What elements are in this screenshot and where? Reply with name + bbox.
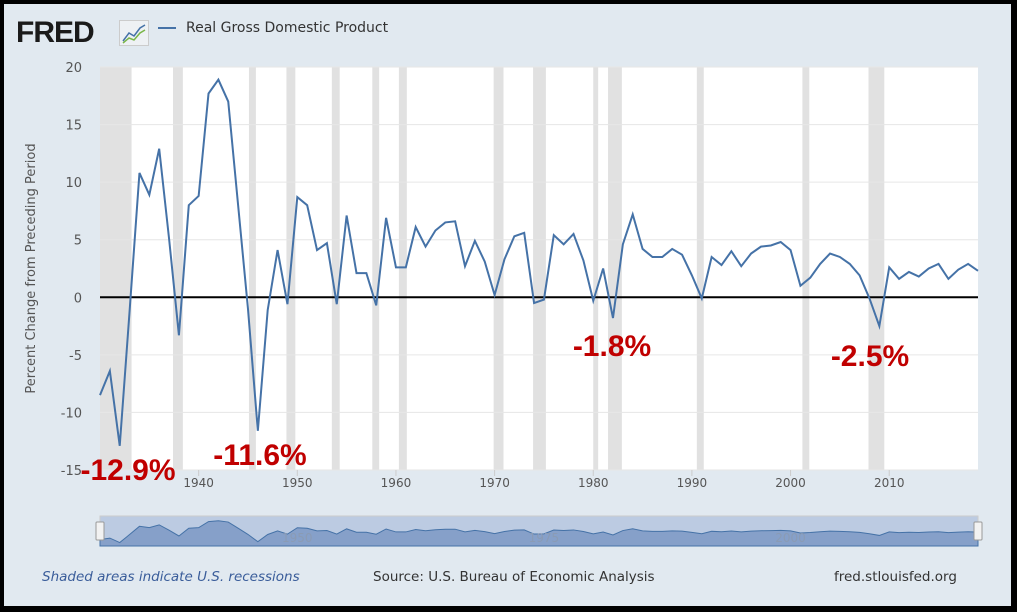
y-axis-label: Percent Change from Preceding Period bbox=[24, 143, 39, 393]
x-tick-label: 2000 bbox=[775, 476, 806, 490]
recession-band bbox=[248, 67, 256, 470]
legend-swatch bbox=[158, 27, 176, 29]
recession-band bbox=[493, 67, 504, 470]
y-tick-label: -5 bbox=[69, 349, 82, 364]
recession-band bbox=[868, 67, 885, 470]
y-tick-label: -10 bbox=[61, 406, 82, 421]
recession-band bbox=[100, 67, 132, 470]
x-tick-label: 1940 bbox=[183, 476, 214, 490]
navigator-handle-left[interactable] bbox=[95, 521, 105, 541]
navigator-label: 1950 bbox=[282, 531, 313, 545]
recession-band bbox=[533, 67, 546, 470]
recession-band bbox=[802, 67, 810, 470]
y-tick-label: 20 bbox=[65, 61, 82, 76]
navigator-series bbox=[99, 520, 979, 547]
y-tick-label: 15 bbox=[65, 119, 82, 134]
fred-logo[interactable]: FRED bbox=[16, 16, 95, 49]
recession-band bbox=[372, 67, 380, 470]
chart-logo-icon bbox=[119, 20, 149, 46]
x-tick-label: 1960 bbox=[381, 476, 412, 490]
y-tick-label: -15 bbox=[61, 464, 82, 479]
site-link[interactable]: fred.stlouisfed.org bbox=[834, 569, 957, 585]
annotation-label: -1.8% bbox=[573, 330, 651, 363]
legend-item[interactable]: Real Gross Domestic Product bbox=[158, 20, 388, 36]
x-tick-label: 1950 bbox=[282, 476, 313, 490]
recession-band bbox=[398, 67, 407, 470]
recession-band bbox=[696, 67, 704, 470]
annotation-label: -11.6% bbox=[213, 439, 306, 472]
source-text: Source: U.S. Bureau of Economic Analysis bbox=[373, 569, 655, 585]
navigator-handle-right[interactable] bbox=[973, 521, 983, 541]
legend-label: Real Gross Domestic Product bbox=[186, 20, 389, 36]
recession-band bbox=[331, 67, 340, 470]
navigator-label: 2000 bbox=[775, 531, 806, 545]
x-tick-label: 2010 bbox=[874, 476, 905, 490]
gdp-series-line bbox=[99, 77, 979, 446]
recession-band bbox=[173, 67, 183, 470]
y-tick-label: 0 bbox=[74, 291, 82, 306]
x-tick-label: 1980 bbox=[578, 476, 609, 490]
y-tick-label: 5 bbox=[74, 234, 82, 249]
annotation-label: -12.9% bbox=[80, 454, 175, 487]
y-tick-label: 10 bbox=[65, 176, 82, 191]
x-tick-label: 1970 bbox=[479, 476, 510, 490]
recession-band bbox=[593, 67, 599, 470]
navigator-label: 1975 bbox=[529, 531, 560, 545]
annotation-label: -2.5% bbox=[831, 340, 909, 373]
recession-note: Shaded areas indicate U.S. recessions bbox=[42, 569, 300, 585]
x-tick-label: 1990 bbox=[677, 476, 708, 490]
recession-band bbox=[608, 67, 622, 470]
